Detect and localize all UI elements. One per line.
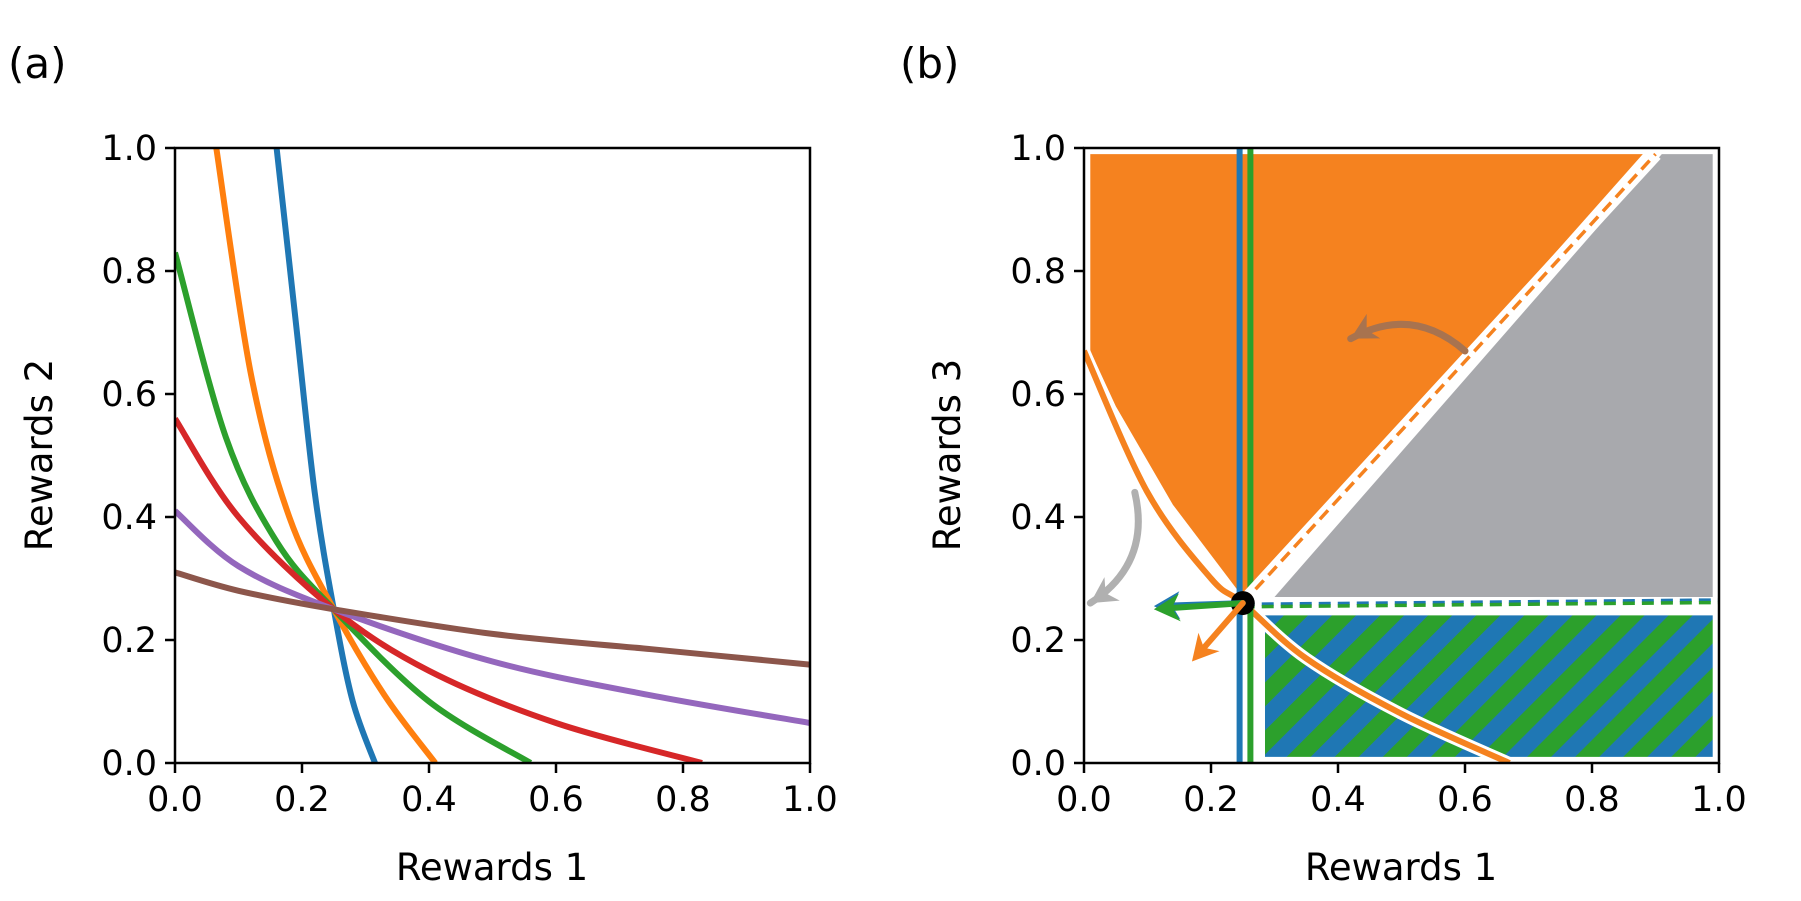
panel-a-series — [175, 148, 810, 763]
y-tick-label: 0.0 — [101, 744, 157, 784]
x-tick-label: 1.0 — [782, 780, 838, 820]
panel-b-x-label: Rewards 1 — [1305, 846, 1497, 889]
green-arrow — [1168, 600, 1246, 612]
y-tick-label: 0.8 — [1010, 252, 1066, 292]
panel-b-annotations — [1086, 313, 1469, 662]
panel-b: (b) 0.0 0.2 0.4 0.6 0.8 1.0 0.0 0.2 0.4 0.6 0.8 1.… — [900, 39, 1747, 889]
panel-a-x-label: Rewards 1 — [396, 846, 588, 889]
series-line-brown — [175, 569, 810, 668]
x-tick-label: 0.6 — [528, 780, 584, 820]
panel-b-regions — [1090, 154, 1713, 757]
x-tick-label: 0.4 — [1310, 780, 1366, 820]
series-line-orange-dashed — [1241, 152, 1657, 605]
y-tick-label: 0.6 — [101, 375, 157, 415]
y-tick-label: 0.4 — [101, 498, 157, 538]
series-line-orange — [213, 148, 438, 763]
x-tick-label: 1.0 — [1691, 780, 1747, 820]
x-tick-label: 0.4 — [401, 780, 457, 820]
y-tick-label: 1.0 — [101, 129, 157, 169]
gray-curved-arrow — [1086, 488, 1142, 607]
panel-b-y-label: Rewards 3 — [926, 359, 969, 551]
panel-b-label: (b) — [900, 39, 959, 88]
orange-arrow-head — [1191, 632, 1220, 662]
series-line-green — [175, 251, 533, 763]
panel-a-label: (a) — [8, 39, 67, 88]
gray-region — [1274, 154, 1713, 597]
x-tick-label: 0.6 — [1437, 780, 1493, 820]
series-line-purple — [175, 508, 810, 726]
x-tick-label: 0.2 — [274, 780, 330, 820]
panel-a-y-label: Rewards 2 — [18, 359, 61, 551]
y-tick-label: 0.4 — [1010, 498, 1066, 538]
orange-region — [1090, 154, 1643, 597]
green-arrow-head — [1153, 593, 1181, 622]
series-line-blue-dashed — [1242, 598, 1719, 607]
brown-curved-arrow-head — [1350, 313, 1381, 339]
series-line-blue — [273, 148, 378, 763]
y-tick-label: 0.2 — [1010, 621, 1066, 661]
panel-a: (a) 0.0 0.2 0.4 0.6 0.8 1.0 0.0 0.2 0.4 0.6 0.8 1.… — [8, 39, 838, 889]
y-tick-label: 0.0 — [1010, 744, 1066, 784]
y-tick-label: 0.8 — [101, 252, 157, 292]
x-tick-label: 0.8 — [655, 780, 711, 820]
x-tick-label: 0.0 — [1056, 780, 1112, 820]
panel-b-series — [1084, 148, 1719, 763]
panel-a-frame — [173, 146, 812, 765]
x-tick-label: 0.2 — [1183, 780, 1239, 820]
series-line-green-dashed — [1242, 600, 1719, 609]
panel-a-y-ticks: 0.0 0.2 0.4 0.6 0.8 1.0 — [101, 129, 175, 784]
hatched-region — [1265, 615, 1713, 757]
gray-curved-arrow-head — [1090, 577, 1120, 604]
panel-b-x-ticks: 0.0 0.2 0.4 0.6 0.8 1.0 — [1056, 763, 1747, 820]
y-tick-label: 0.6 — [1010, 375, 1066, 415]
y-tick-label: 0.2 — [101, 621, 157, 661]
x-tick-label: 0.8 — [1564, 780, 1620, 820]
series-line-red — [175, 416, 703, 763]
panel-b-frame — [1082, 146, 1721, 765]
orange-arrow — [1200, 600, 1246, 651]
y-tick-label: 1.0 — [1010, 129, 1066, 169]
panel-b-y-ticks: 0.0 0.2 0.4 0.6 0.8 1.0 — [1010, 129, 1084, 784]
panel-a-x-ticks: 0.0 0.2 0.4 0.6 0.8 1.0 — [147, 763, 838, 820]
x-tick-label: 0.0 — [147, 780, 203, 820]
